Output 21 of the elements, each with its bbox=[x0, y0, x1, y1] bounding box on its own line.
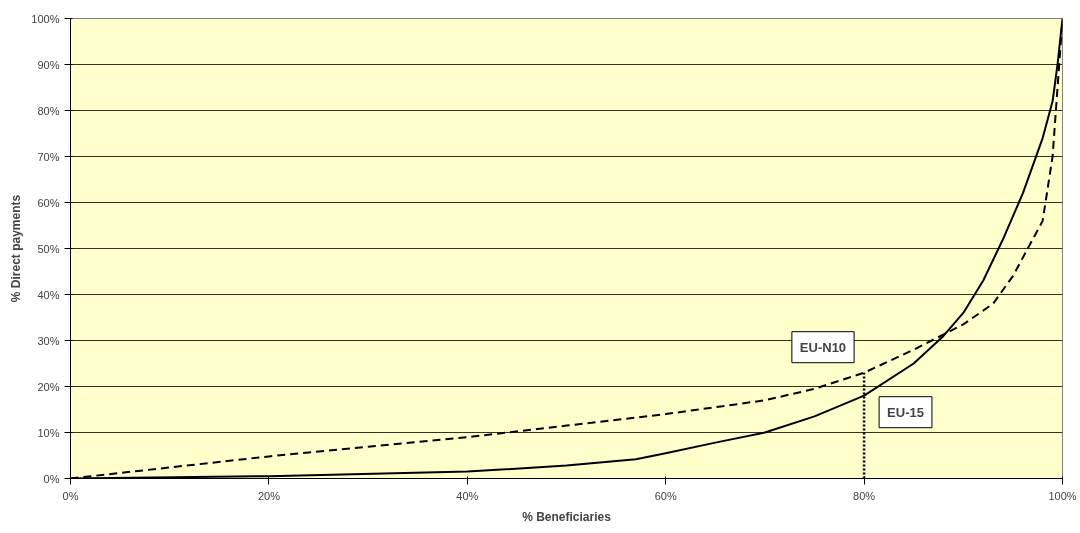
y-tick-label: 0% bbox=[43, 472, 60, 485]
x-tick-label: 60% bbox=[654, 489, 677, 502]
y-tick-label: 20% bbox=[37, 380, 60, 393]
y-tick-label: 80% bbox=[37, 104, 60, 117]
x-axis-title: % Beneficiaries bbox=[522, 509, 612, 524]
y-tick-label: 10% bbox=[37, 426, 60, 439]
y-tick-label: 40% bbox=[37, 288, 60, 301]
x-tick-label: 0% bbox=[62, 489, 79, 502]
series-label: EU-15 bbox=[887, 404, 924, 420]
x-tick-label: 80% bbox=[853, 489, 876, 502]
series-label: EU-N10 bbox=[799, 339, 847, 355]
y-tick-label: 30% bbox=[37, 334, 60, 347]
x-tick-label: 40% bbox=[456, 489, 479, 502]
y-tick-label: 100% bbox=[31, 12, 60, 25]
y-tick-label: 60% bbox=[37, 196, 60, 209]
x-tick-label: 20% bbox=[257, 489, 281, 502]
y-tick-label: 70% bbox=[37, 150, 60, 163]
y-axis-title: % Direct payments bbox=[9, 194, 24, 303]
y-tick-label: 50% bbox=[37, 242, 60, 255]
y-tick-label: 90% bbox=[37, 58, 60, 71]
x-tick-label: 100% bbox=[1048, 489, 1077, 502]
